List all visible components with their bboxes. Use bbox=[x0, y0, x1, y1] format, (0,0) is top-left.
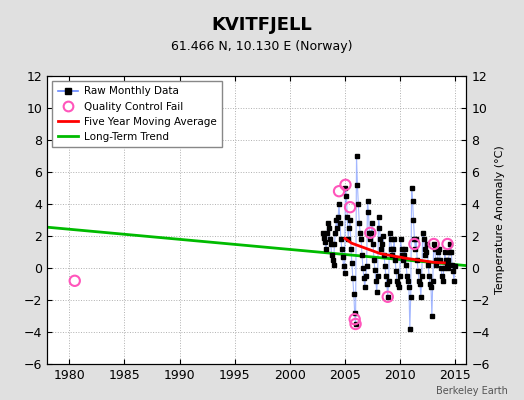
Point bbox=[443, 241, 452, 247]
Point bbox=[430, 241, 438, 247]
Text: 61.466 N, 10.130 E (Norway): 61.466 N, 10.130 E (Norway) bbox=[171, 40, 353, 53]
Point bbox=[366, 230, 375, 236]
Point bbox=[410, 241, 419, 247]
Text: KVITFJELL: KVITFJELL bbox=[212, 16, 312, 34]
Point bbox=[341, 182, 350, 188]
Point bbox=[384, 294, 392, 300]
Y-axis label: Temperature Anomaly (°C): Temperature Anomaly (°C) bbox=[495, 146, 505, 294]
Point bbox=[335, 188, 343, 194]
Point bbox=[346, 204, 354, 210]
Point bbox=[351, 316, 359, 322]
Point bbox=[352, 321, 360, 327]
Legend: Raw Monthly Data, Quality Control Fail, Five Year Moving Average, Long-Term Tren: Raw Monthly Data, Quality Control Fail, … bbox=[52, 81, 222, 147]
Text: Berkeley Earth: Berkeley Earth bbox=[436, 386, 508, 396]
Point bbox=[71, 278, 79, 284]
